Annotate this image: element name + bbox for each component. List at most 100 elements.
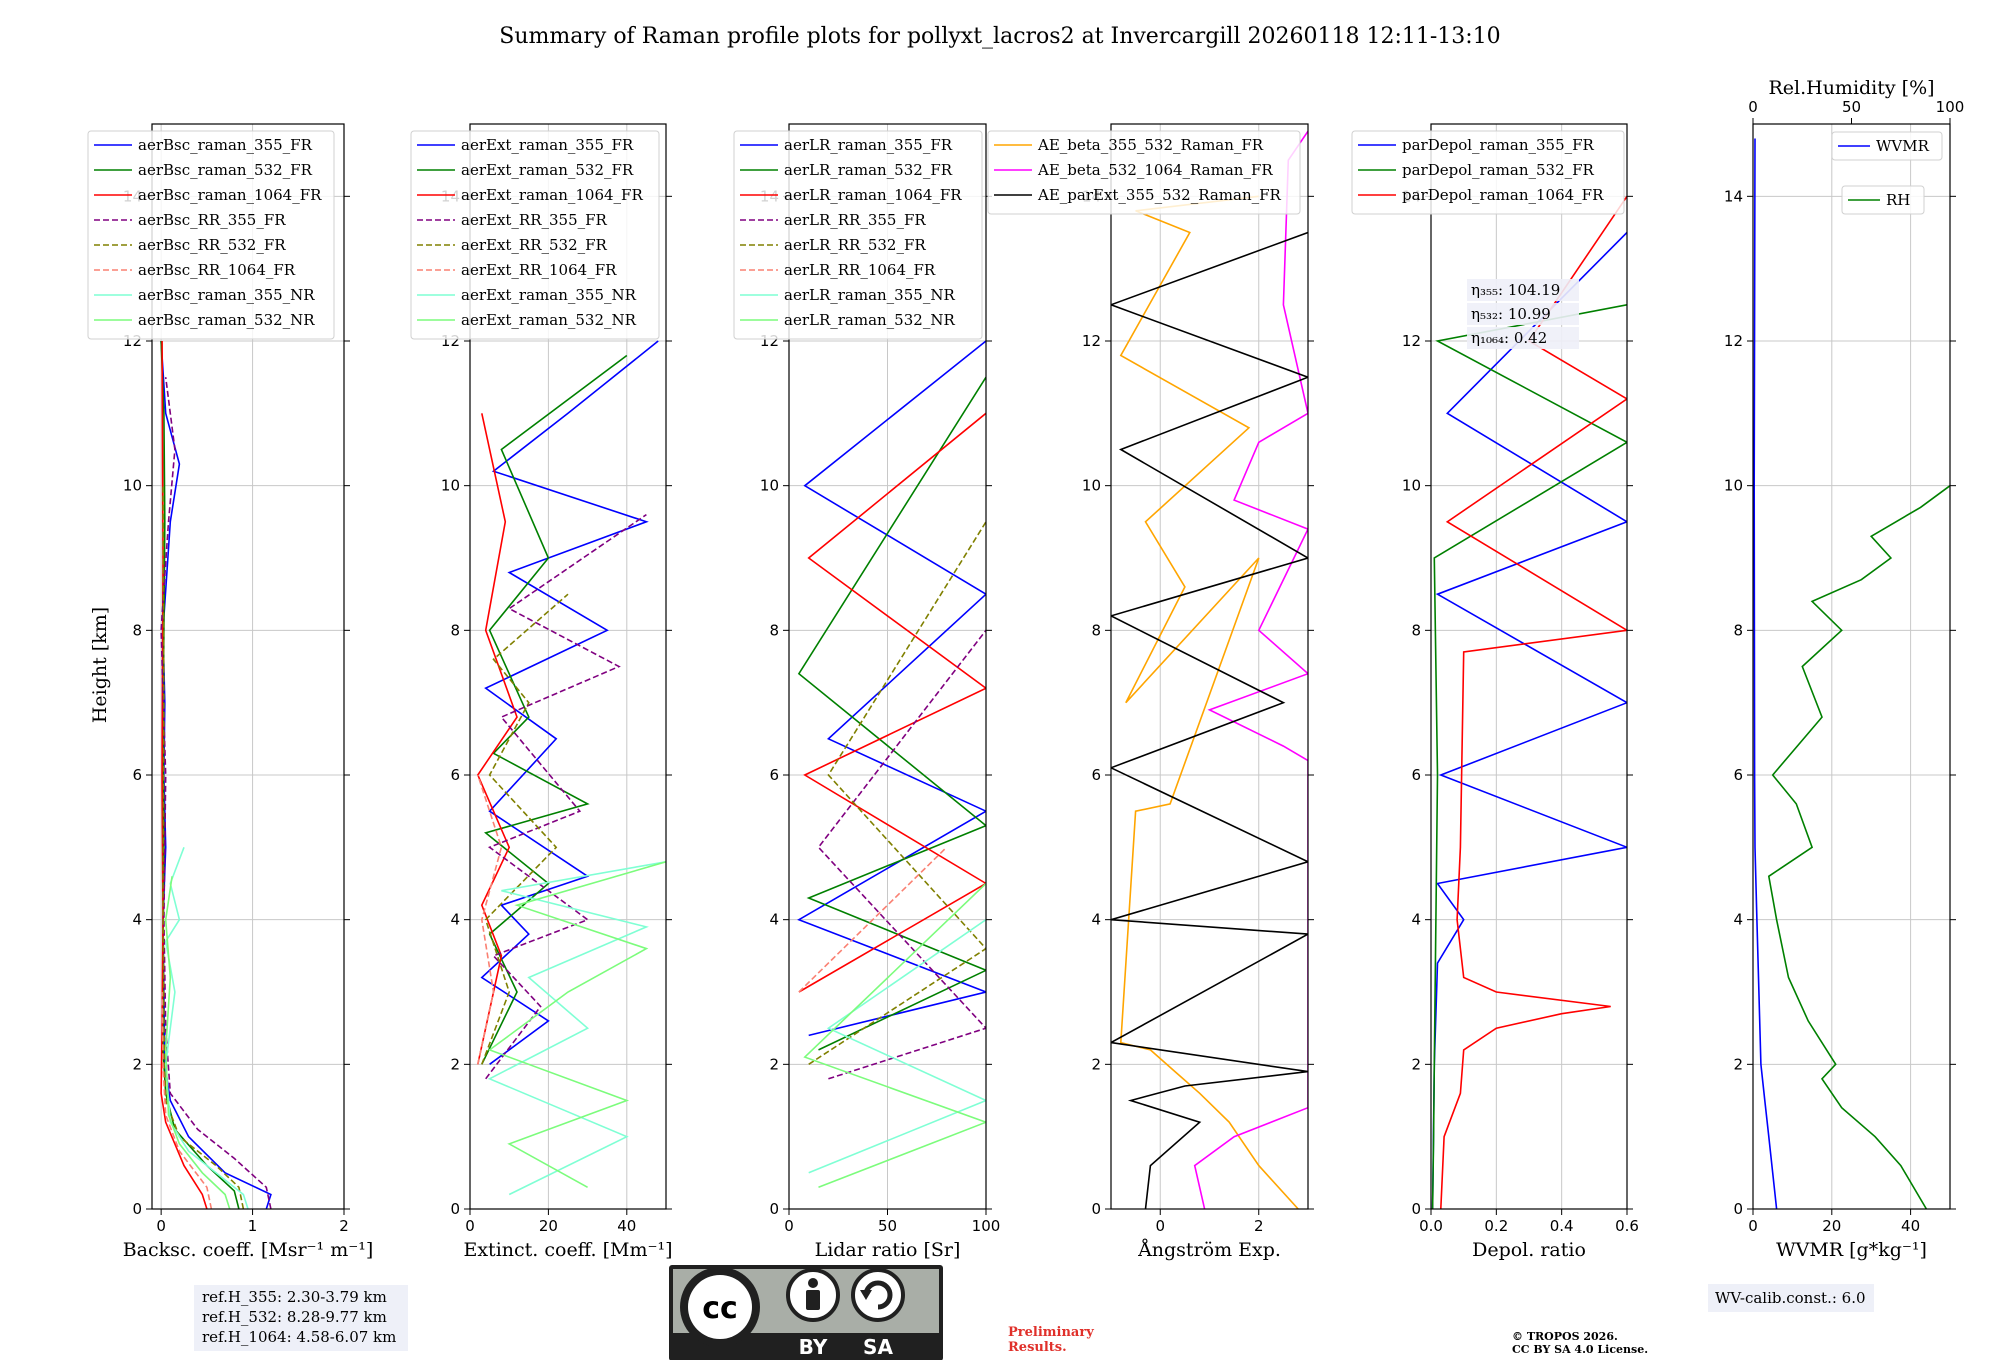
y-tick-label: 8	[1733, 621, 1743, 639]
legend-label: aerBsc_raman_355_NR	[138, 286, 315, 304]
y-tick-label: 12	[1082, 332, 1101, 350]
y-tick-label: 10	[1402, 477, 1421, 495]
series-line-aerLR_raman_355_NR	[808, 919, 986, 1174]
legend-label: aerExt_RR_355_FR	[461, 211, 608, 229]
legend-label: AE_beta_355_532_Raman_FR	[1037, 136, 1264, 154]
x-tick-label: 100	[972, 1217, 1001, 1235]
y-tick-label: 4	[1411, 911, 1421, 929]
annotation-bg	[1467, 303, 1579, 325]
legend-label: aerExt_raman_1064_FR	[461, 186, 643, 204]
ref-height-box-bg	[194, 1285, 408, 1351]
series-line-aerLR_raman_532_NR	[803, 882, 986, 1189]
y-tick-label: 10	[1724, 477, 1743, 495]
y-tick-label: 2	[1091, 1055, 1101, 1073]
legend-label: aerExt_RR_532_FR	[461, 236, 608, 254]
sa-label: SA	[863, 1335, 893, 1359]
sa-share-arc	[863, 1280, 893, 1310]
y-tick-label: 4	[132, 911, 142, 929]
series-line-aerExt_raman_1064_FR	[476, 413, 518, 1065]
y-tick-label: 2	[1733, 1055, 1743, 1073]
legend-label: WVMR	[1876, 137, 1930, 155]
legend-box	[1841, 185, 1925, 215]
x2-tick-label: 50	[1842, 98, 1861, 116]
eta-annotation: η₃₅₅: 104.19	[1471, 281, 1560, 299]
eta-annotation: η₅₃₂: 10.99	[1471, 305, 1551, 323]
x-tick-label: 0	[156, 1217, 166, 1235]
series-line-aerBsc_RR_1064_FR	[161, 991, 213, 1209]
axes-frame	[1752, 123, 1951, 1210]
axes-frame	[151, 123, 345, 1210]
x-axis-label: WVMR [g*kg⁻¹]	[1776, 1239, 1927, 1261]
legend-label: aerLR_RR_355_FR	[784, 211, 926, 229]
by-person-head	[808, 1278, 818, 1288]
legend-label: aerExt_raman_355_NR	[461, 286, 637, 304]
panel-ext: 0246810121402040Extinct. coeff. [Mm⁻¹]ae…	[410, 123, 673, 1261]
figure-title: Summary of Raman profile plots for polly…	[499, 24, 1500, 49]
annotation-bg	[1467, 279, 1579, 301]
ref-height-355: ref.H_355: 2.30-3.79 km	[202, 1288, 387, 1306]
y-tick-label: 6	[1411, 766, 1421, 784]
legend: parDepol_raman_355_FR parDepol_raman_532_…	[1351, 130, 1625, 215]
y-tick-label: 0	[132, 1200, 142, 1218]
legend-label: aerBsc_raman_355_FR	[138, 136, 313, 154]
series-line-aerExt_raman_355_FR	[480, 340, 659, 1065]
panel-lr: 02468101214050100Lidar ratio [Sr]aerLR_r…	[733, 123, 1001, 1261]
legend-label: aerBsc_raman_532_FR	[138, 161, 313, 179]
legend: aerExt_raman_355_FR aerExt_raman_532_FRae…	[410, 130, 660, 340]
legend-label: aerExt_raman_355_FR	[461, 136, 634, 154]
legend-label: aerLR_RR_532_FR	[784, 236, 926, 254]
x-tick-label: 1	[248, 1217, 258, 1235]
legend-label: aerLR_raman_532_NR	[784, 311, 955, 329]
legend-label: AE_beta_532_1064_Raman_FR	[1037, 161, 1273, 179]
preliminary-line2: Results.	[1008, 1340, 1067, 1355]
series-line-AE_beta_532_1064_Raman_FR	[1193, 130, 1308, 1209]
y-tick-label: 12	[1724, 332, 1743, 350]
legend-box	[733, 130, 983, 340]
legend-box	[987, 130, 1301, 215]
x-tick-label: 2	[1254, 1217, 1264, 1235]
axes-frame	[1430, 123, 1628, 1210]
x-tick-label: 0	[784, 1217, 794, 1235]
legend-label: aerExt_raman_532_FR	[461, 161, 634, 179]
y-tick-label: 4	[769, 911, 779, 929]
y-tick-label: 6	[769, 766, 779, 784]
y-tick-label: 6	[1733, 766, 1743, 784]
legend-label: aerLR_raman_532_FR	[784, 161, 953, 179]
x-axis-label: Depol. ratio	[1472, 1239, 1586, 1261]
legend-box	[1351, 130, 1625, 215]
ref-height-1064: ref.H_1064: 4.58-6.07 km	[202, 1328, 396, 1346]
y-tick-label: 0	[769, 1200, 779, 1218]
series-line-aerLR_raman_532_FR	[797, 376, 986, 1051]
legend-label: aerLR_RR_1064_FR	[784, 261, 936, 279]
legend-label: aerLR_raman_355_FR	[784, 136, 953, 154]
series-line-aerExt_RR_532_FR	[481, 593, 569, 1065]
x-axis-label: Lidar ratio [Sr]	[815, 1239, 961, 1261]
y-tick-label: 2	[132, 1055, 142, 1073]
legend-label: aerBsc_raman_532_NR	[138, 311, 315, 329]
series-line-RH	[1767, 485, 1950, 1209]
y-tick-label: 4	[1091, 911, 1101, 929]
legend-label: AE_parExt_355_532_Raman_FR	[1037, 186, 1282, 204]
copyright-line1: © TROPOS 2026.	[1512, 1330, 1618, 1343]
series-line-AE_beta_355_532_Raman_FR	[1119, 195, 1299, 1209]
cc-icon	[688, 1275, 752, 1339]
y-tick-label: 2	[1411, 1055, 1421, 1073]
y-tick-label: 10	[760, 477, 779, 495]
sa-share-arrow	[860, 1290, 872, 1300]
sa-share-icon	[851, 1268, 905, 1322]
series-line-aerBsc_raman_1064_FR	[160, 340, 208, 1209]
legend: aerBsc_raman_355_FR aerBsc_raman_532_FRae…	[87, 130, 335, 340]
y-tick-label: 4	[450, 911, 460, 929]
series-line-aerLR_raman_1064_FR	[798, 412, 986, 993]
legend-label: aerBsc_RR_532_FR	[138, 236, 286, 254]
panels: 02468101214012Backsc. coeff. [Msr⁻¹ m⁻¹]…	[87, 77, 1964, 1261]
y-tick-label: 6	[1091, 766, 1101, 784]
y-tick-label: 2	[769, 1055, 779, 1073]
legend-label: aerExt_RR_1064_FR	[461, 261, 617, 279]
legend: AE_beta_355_532_Raman_FR AE_beta_532_1064…	[987, 130, 1301, 215]
legend-label: aerExt_raman_532_NR	[461, 311, 637, 329]
y-tick-label: 10	[441, 477, 460, 495]
legend-label: aerBsc_RR_355_FR	[138, 211, 286, 229]
